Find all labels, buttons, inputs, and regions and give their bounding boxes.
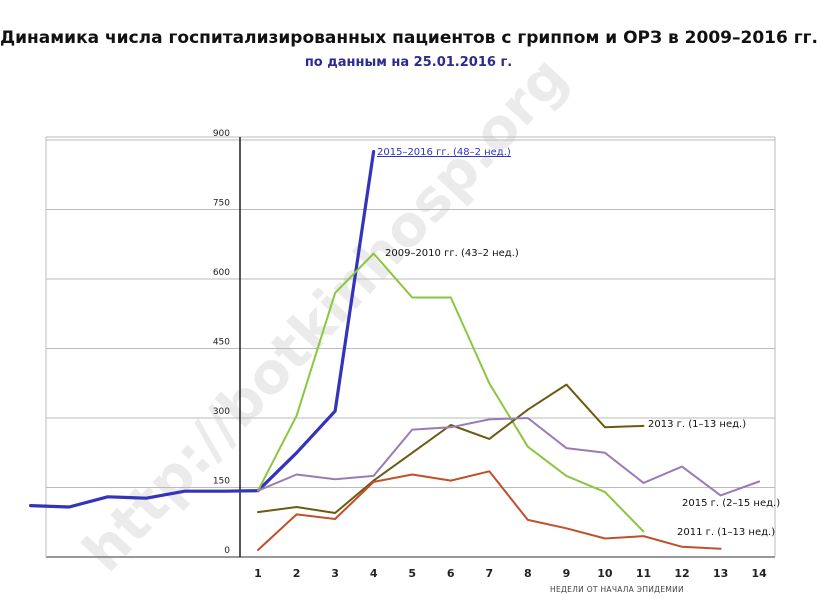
y-tick-label: 150 — [213, 477, 230, 487]
y-axis: 0 150 300 450 600 750 900 — [213, 129, 241, 557]
x-tick-label: 14 — [751, 567, 767, 580]
x-tick-label: 7 — [485, 567, 493, 580]
series-label: 2013 г. (1–13 нед.) — [648, 419, 746, 430]
series-line — [29, 150, 376, 509]
chart-title: Динамика числа госпитализированных пацие… — [0, 28, 817, 48]
series-label: 2015–2016 гг. (48–2 нед.) — [377, 147, 511, 158]
y-tick-label: 750 — [213, 199, 230, 209]
watermark-text: http://botkinhosp.org — [71, 45, 581, 585]
watermark: http://botkinhosp.org — [71, 45, 581, 585]
chart-subtitle: по данным на 25.01.2016 г. — [304, 55, 513, 70]
x-axis-label: НЕДЕЛИ ОТ НАЧАЛА ЭПИДЕМИИ — [550, 585, 684, 594]
y-tick-label: 300 — [213, 407, 230, 417]
x-tick-label: 12 — [674, 567, 689, 580]
y-tick-label: 450 — [213, 338, 230, 348]
series-label: 2009–2010 гг. (43–2 нед.) — [385, 248, 519, 259]
y-tick-label: 900 — [213, 129, 230, 139]
y-tick-label: 0 — [224, 546, 230, 556]
x-tick-label: 4 — [370, 567, 378, 580]
series-labels: 2015–2016 гг. (48–2 нед.) 2009–2010 гг. (… — [377, 147, 780, 538]
series-label: 2015 г. (2–15 нед.) — [682, 498, 780, 509]
x-tick-label: 8 — [524, 567, 532, 580]
series-line — [257, 470, 722, 551]
x-tick-label: 6 — [447, 567, 455, 580]
x-tick-label: 3 — [331, 567, 339, 580]
series-line — [257, 417, 761, 497]
x-tick-label: 13 — [713, 567, 728, 580]
x-tick-label: 10 — [597, 567, 613, 580]
x-tick-label: 1 — [254, 567, 262, 580]
series-line — [257, 252, 645, 533]
x-tick-label: 9 — [563, 567, 571, 580]
x-tick-label: 2 — [293, 567, 301, 580]
series-line — [257, 383, 645, 514]
x-tick-label: 5 — [408, 567, 416, 580]
grid-lines — [45, 136, 776, 558]
y-tick-label: 600 — [213, 268, 230, 278]
series-label: 2011 г. (1–13 нед.) — [677, 527, 775, 538]
x-tick-label: 11 — [636, 567, 651, 580]
series-lines — [29, 150, 761, 551]
